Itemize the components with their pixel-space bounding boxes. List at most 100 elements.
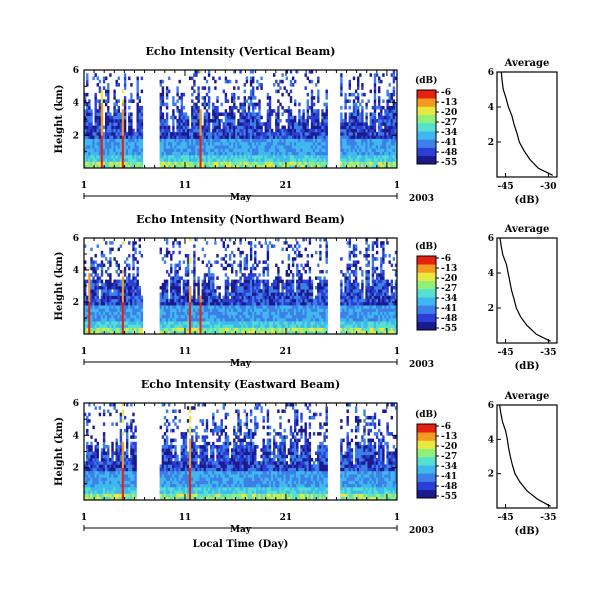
heatmap-cell (310, 151, 314, 156)
heatmap-cell (159, 92, 162, 97)
heatmap-cell (134, 302, 137, 306)
heatmap-cell (317, 92, 320, 97)
heatmap-cell (350, 122, 354, 126)
heatmap-cell (312, 148, 316, 152)
heatmap-cell (138, 99, 141, 103)
heatmap-cell (212, 311, 215, 316)
heatmap-cell (262, 266, 265, 271)
heatmap-cell (312, 132, 316, 136)
heatmap-cell (105, 115, 108, 120)
heatmap-cell (203, 318, 207, 322)
heatmap-cell (266, 273, 270, 277)
heatmap-cell (245, 161, 249, 166)
heatmap-cell (270, 132, 274, 136)
heatmap-cell (317, 295, 320, 300)
heatmap-cell (176, 125, 179, 130)
heatmap-cell (283, 135, 286, 139)
heatmap-cell (134, 141, 137, 146)
heatmap-cell (363, 164, 366, 169)
heatmap-cell (212, 289, 215, 293)
heatmap-cell (121, 119, 125, 123)
heatmap-cell (88, 125, 91, 130)
heatmap-cell (105, 148, 108, 152)
heatmap-cell (165, 151, 169, 156)
heatmap-cell (90, 327, 93, 332)
heatmap-cell (94, 321, 97, 325)
heatmap-cell (243, 286, 246, 290)
heatmap-cell (203, 145, 207, 149)
heatmap-cell (306, 286, 309, 290)
heatmap-cell (245, 154, 249, 159)
heatmap-cell (281, 321, 284, 325)
heatmap-cell (199, 141, 202, 146)
heatmap-cell (121, 112, 125, 117)
heatmap-cell (241, 286, 244, 290)
heatmap-cell (165, 128, 169, 133)
heatmap-cell (306, 263, 309, 268)
heatmap-cell (382, 154, 385, 159)
heatmap-cell (340, 135, 343, 139)
heatmap-cell (102, 292, 106, 296)
heatmap-cell (128, 289, 131, 293)
heatmap-cell (102, 145, 106, 149)
heatmap-cell (296, 314, 299, 319)
heatmap-cell (239, 308, 242, 312)
heatmap-cell (134, 161, 137, 166)
heatmap-cell (291, 292, 295, 296)
heatmap-cell (205, 141, 209, 146)
heatmap-cell (88, 109, 91, 113)
heatmap-cell (388, 141, 391, 146)
heatmap-cell (174, 276, 177, 280)
heatmap-cell (344, 125, 347, 130)
heatmap-cell (199, 302, 202, 306)
heatmap-cell (105, 286, 108, 290)
heatmap-cell (184, 273, 188, 277)
heatmap-cell (386, 161, 389, 166)
heatmap-cell (243, 295, 246, 300)
heatmap-cell (285, 70, 288, 74)
heatmap-cell (252, 330, 255, 335)
heatmap-cell (195, 311, 198, 316)
heatmap-cell (184, 254, 188, 258)
heatmap-cell (235, 279, 238, 284)
heatmap-cell (245, 289, 249, 293)
heatmap-cell (216, 99, 219, 103)
heatmap-cell (102, 305, 106, 309)
heatmap-cell (214, 135, 217, 139)
heatmap-cell (109, 286, 112, 290)
heatmap-cell (279, 305, 282, 309)
heatmap-cell (357, 112, 360, 117)
heatmap-cell (163, 102, 167, 107)
heatmap-cell (100, 151, 104, 156)
heatmap-cell (287, 318, 291, 322)
heatmap-cell (203, 119, 207, 123)
heatmap-cell (283, 295, 286, 300)
heatmap-cell (281, 305, 284, 309)
heatmap-cell (241, 318, 244, 322)
heatmap-cell (228, 109, 232, 113)
heatmap-cell (237, 154, 240, 159)
heatmap-cell (178, 260, 181, 264)
heatmap-cell (262, 141, 265, 146)
heatmap-cell (315, 151, 318, 156)
heatmap-cell (252, 266, 255, 271)
heatmap-cell (128, 161, 131, 166)
heatmap-cell (214, 311, 217, 316)
heatmap-cell (226, 327, 230, 332)
heatmap-cell (239, 276, 242, 280)
heatmap-cell (266, 279, 270, 284)
heatmap-cell (386, 148, 389, 152)
heatmap-cell (386, 102, 389, 107)
heatmap-cell (193, 145, 196, 149)
heatmap-cell (195, 128, 198, 133)
heatmap-cell (128, 318, 131, 322)
heatmap-cell (321, 128, 324, 133)
heatmap-cell (203, 305, 207, 309)
heatmap-cell (258, 164, 261, 169)
heatmap-cell (359, 154, 362, 159)
heatmap-cell (203, 327, 207, 332)
heatmap-cell (264, 148, 267, 152)
heatmap-cell (367, 145, 370, 149)
heatmap-cell (115, 148, 118, 152)
heatmap-cell (273, 145, 276, 149)
